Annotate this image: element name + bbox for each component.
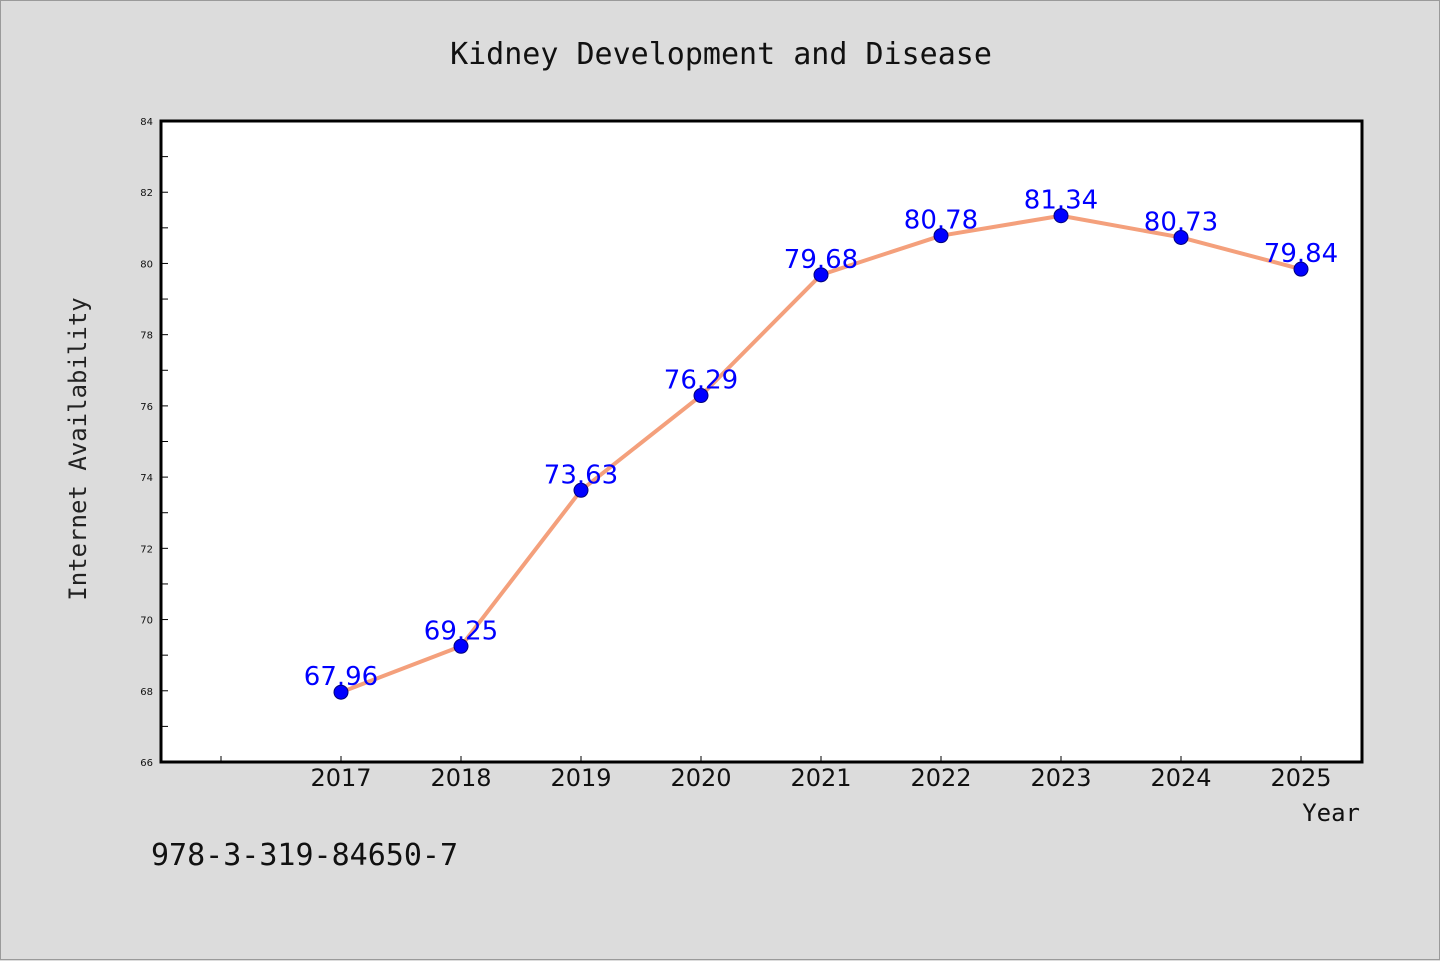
y-tick-label: 82 xyxy=(140,188,153,199)
data-point xyxy=(453,638,469,654)
x-tick-label: 2023 xyxy=(1030,764,1091,792)
x-tick-label: 2020 xyxy=(670,764,731,792)
y-tick-label: 66 xyxy=(140,758,153,769)
y-tick-label: 76 xyxy=(140,402,153,413)
y-tick-label: 78 xyxy=(140,331,153,342)
x-tick-label: 2025 xyxy=(1270,764,1331,792)
data-point xyxy=(693,388,709,404)
x-tick-label: 2021 xyxy=(790,764,851,792)
y-tick-label: 70 xyxy=(140,616,153,627)
x-tick-label: 2024 xyxy=(1150,764,1211,792)
x-tick-label: 2019 xyxy=(550,764,611,792)
data-label: 73.63 xyxy=(544,460,618,490)
data-label: 79.68 xyxy=(784,245,858,275)
x-axis-label: Year xyxy=(1302,799,1360,827)
y-tick-label: 84 xyxy=(140,117,153,128)
y-tick-label: 68 xyxy=(140,687,153,698)
data-point xyxy=(1053,208,1069,224)
data-point xyxy=(933,228,949,244)
x-axis: 2017 2018 2019 2020 2021 2022 2023 2024 2025 xyxy=(220,756,1332,792)
x-tick-label: 2018 xyxy=(430,764,491,792)
plot-area xyxy=(159,119,1364,764)
data-label: 67.96 xyxy=(304,662,378,692)
chart-title: Kidney Development and Disease xyxy=(450,37,992,72)
y-axis: 66 68 70 72 74 76 78 80 82 84 xyxy=(140,117,168,769)
data-label: 69.25 xyxy=(424,616,498,646)
data-point xyxy=(1173,229,1189,245)
x-tick-label: 2017 xyxy=(310,764,371,792)
x-tick-label: 2022 xyxy=(910,764,971,792)
isbn-text: 978-3-319-84650-7 xyxy=(151,838,458,873)
data-point xyxy=(573,482,589,498)
data-point xyxy=(813,267,829,283)
data-point xyxy=(333,684,349,700)
y-tick-label: 72 xyxy=(140,544,153,555)
data-label: 76.29 xyxy=(664,366,738,396)
y-tick-label: 80 xyxy=(140,259,153,270)
data-point xyxy=(1293,261,1309,277)
series-line-group: 67.96 69.25 73.63 76.29 79.68 80.78 81.34 80.73… xyxy=(304,186,1338,700)
y-axis-label: Internet Availability xyxy=(64,297,92,600)
data-label: 80.73 xyxy=(1144,207,1218,237)
data-label: 81.34 xyxy=(1024,186,1098,216)
data-label: 80.78 xyxy=(904,206,978,236)
y-tick-label: 74 xyxy=(140,473,153,484)
data-label: 79.84 xyxy=(1264,239,1338,269)
